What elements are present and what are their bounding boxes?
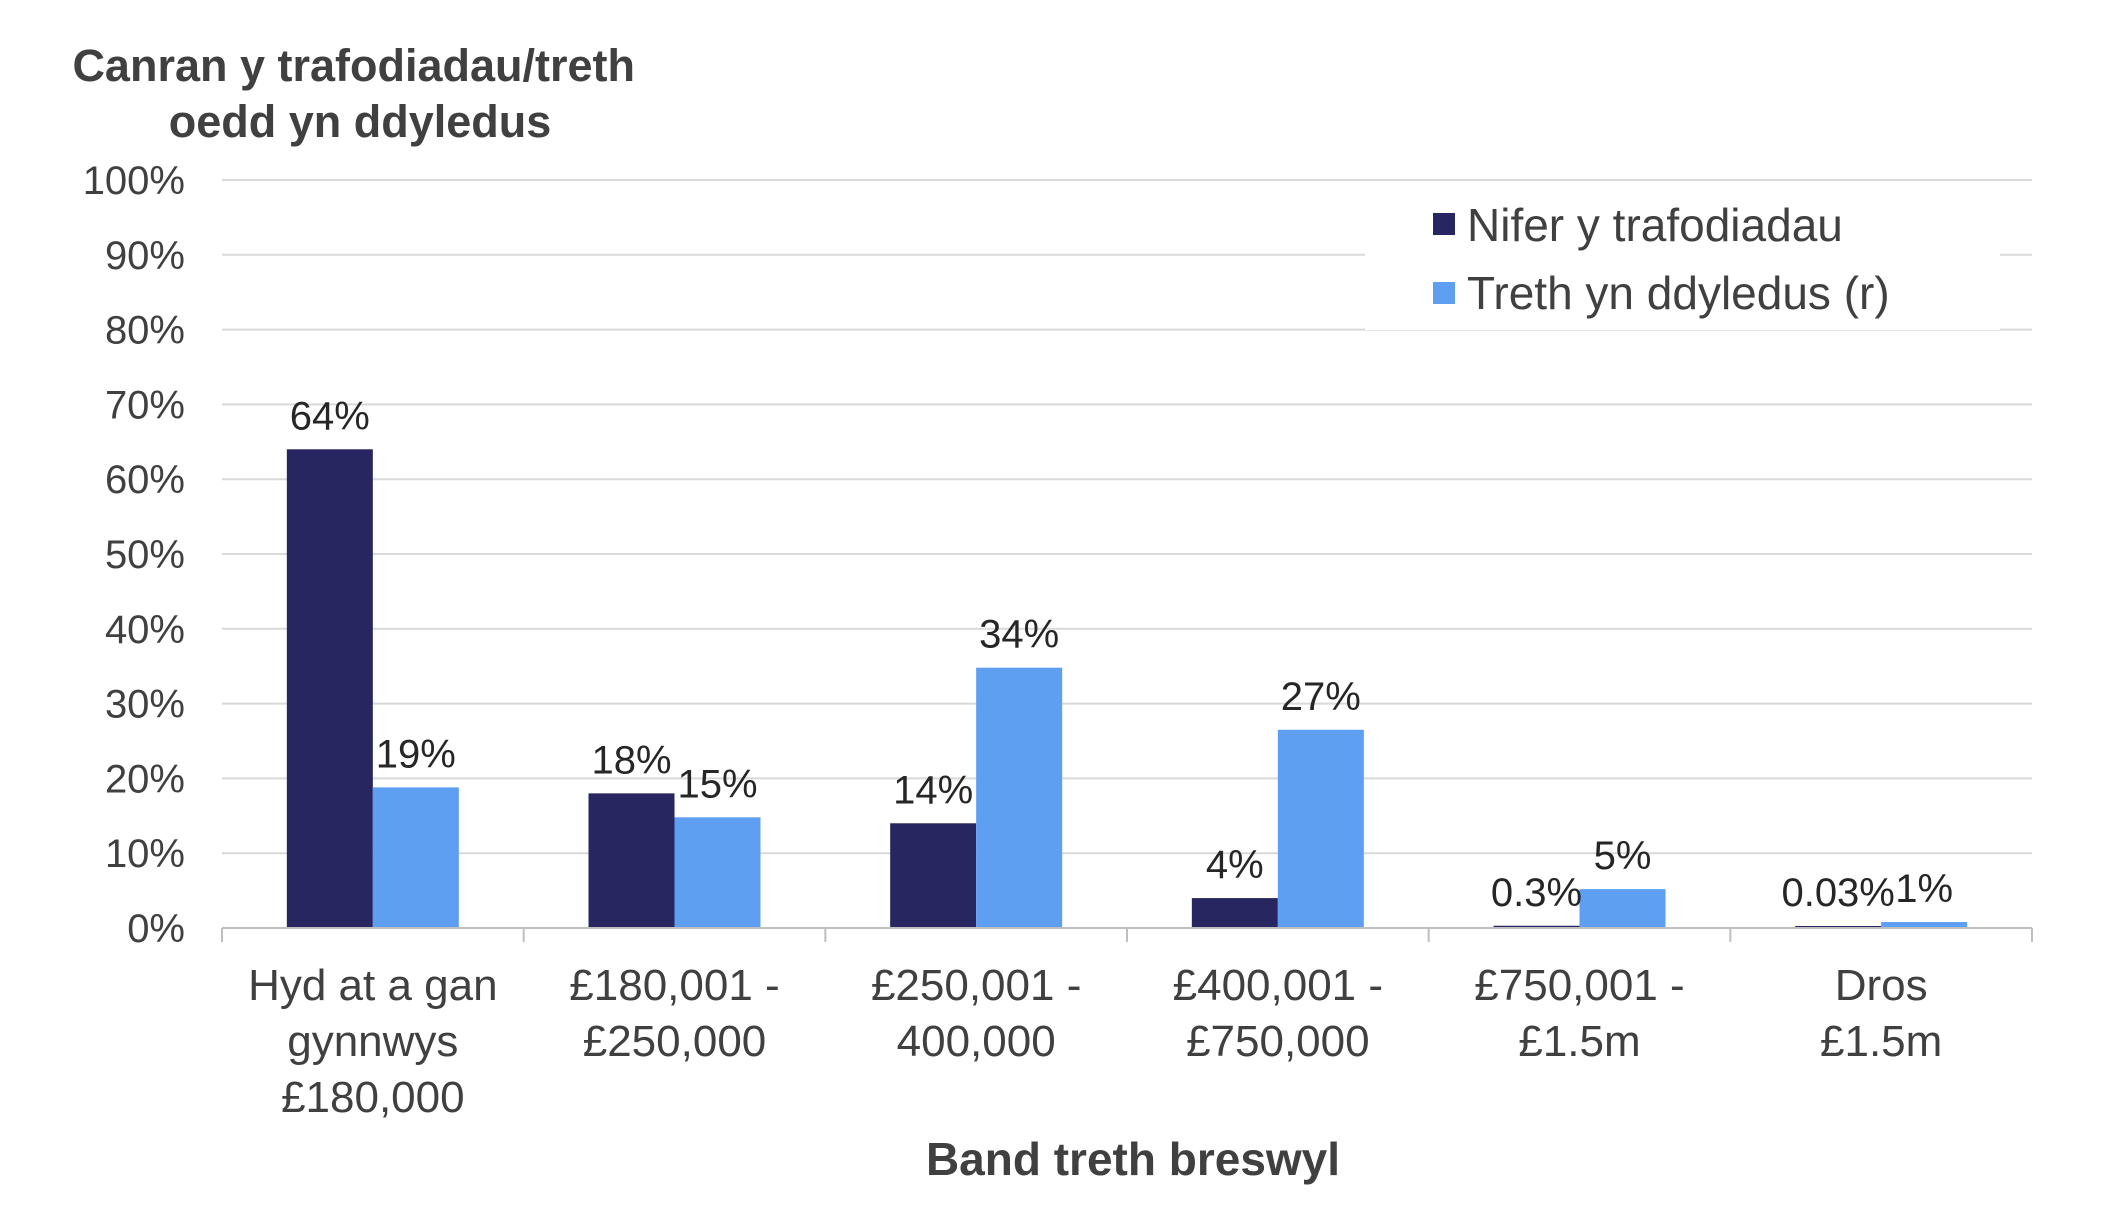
x-category-label: Hyd at a gan gynnwys £180,000 — [248, 961, 498, 1122]
y-tick-label: 10% — [105, 832, 185, 876]
legend-label-treth: Treth yn ddyledus (r) — [1467, 267, 1890, 319]
bar-nifer — [1493, 925, 1580, 928]
y-tick-label: 80% — [105, 309, 185, 353]
data-label: 1% — [1895, 867, 1953, 911]
x-category-label: Dros £1.5m — [1820, 961, 1942, 1066]
data-labels: 64% 18% 14% 4% 0.3% 0.03% 19% 15% 34% 27% 5% 1% — [290, 394, 1953, 915]
bar-treth — [1881, 922, 1968, 928]
data-label: 0.03% — [1781, 871, 1894, 915]
data-label: 4% — [1206, 843, 1264, 887]
bar-nifer — [588, 793, 675, 928]
legend-background — [1365, 200, 2000, 330]
y-tick-label: 100% — [83, 159, 185, 203]
y-tick-label: 40% — [105, 608, 185, 652]
x-category-label: £180,001 -£250,000 — [569, 961, 779, 1066]
y-axis-title-line-2: oedd yn ddyledus — [169, 96, 552, 147]
data-label: 0.3% — [1491, 871, 1582, 915]
gridlines — [222, 179, 2032, 855]
legend-swatch-nifer — [1433, 213, 1455, 235]
data-label: 27% — [1281, 675, 1361, 719]
bars — [286, 449, 1968, 928]
x-axis — [221, 927, 2033, 942]
y-tick-label: 30% — [105, 683, 185, 727]
bar-treth — [674, 817, 761, 928]
data-label: 15% — [677, 762, 757, 806]
x-axis-title: Band treth breswyl — [926, 1133, 1340, 1185]
x-category-label: £750,001 -£1.5m — [1474, 961, 1684, 1066]
y-axis-ticks: 0% 10% 20% 30% 40% 50% 60% 70% 80% 90% 100% — [83, 159, 185, 951]
data-label: 19% — [376, 732, 456, 776]
data-label: 34% — [979, 613, 1059, 657]
x-axis-categories: Hyd at a gan gynnwys £180,000 £180,001 -£25… — [248, 961, 1942, 1122]
bar-nifer — [890, 823, 977, 928]
bar-nifer — [286, 449, 373, 928]
y-tick-label: 20% — [105, 757, 185, 801]
bar-treth — [1277, 729, 1364, 928]
x-category-label: £250,001 -400,000 — [871, 961, 1081, 1066]
y-tick-label: 90% — [105, 234, 185, 278]
legend: Nifer y trafodiadau Treth yn ddyledus (r… — [1365, 199, 2000, 330]
data-label: 5% — [1594, 834, 1652, 878]
bar-treth — [976, 667, 1063, 928]
legend-swatch-treth — [1433, 282, 1455, 304]
bar-nifer — [1191, 898, 1278, 928]
bar-treth — [1579, 889, 1666, 928]
y-axis-title-line-1: Canran y trafodiadau/treth — [72, 40, 635, 91]
legend-label-nifer: Nifer y trafodiadau — [1467, 199, 1843, 251]
y-tick-label: 0% — [127, 907, 185, 951]
data-label: 14% — [893, 768, 973, 812]
data-label: 18% — [591, 738, 671, 782]
y-tick-label: 60% — [105, 458, 185, 502]
data-label: 64% — [290, 394, 370, 438]
x-category-label: £400,001 -£750,000 — [1173, 961, 1383, 1066]
y-tick-label: 50% — [105, 533, 185, 577]
y-tick-label: 70% — [105, 383, 185, 427]
y-axis-title: Canran y trafodiadau/treth oedd yn ddyle… — [72, 40, 647, 147]
bar-treth — [372, 787, 459, 928]
